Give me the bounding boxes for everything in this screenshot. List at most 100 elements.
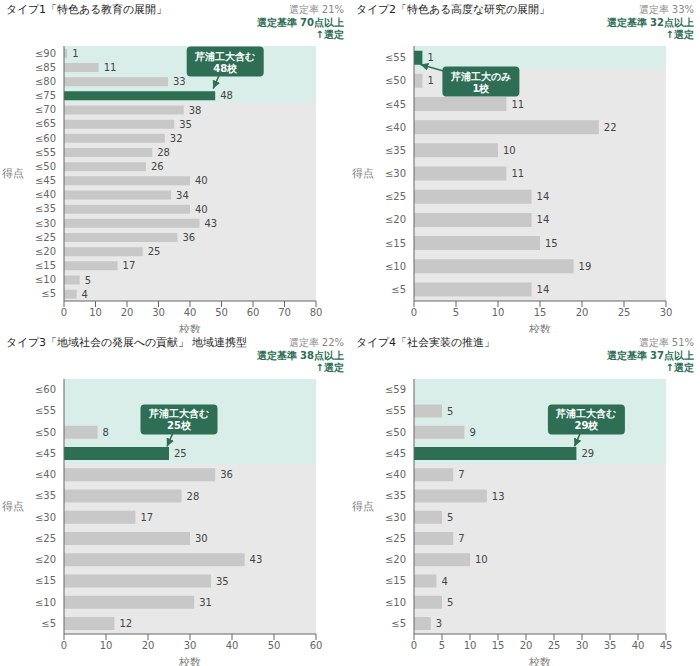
svg-text:≤35: ≤35 <box>385 490 406 501</box>
svg-text:≤50: ≤50 <box>385 427 406 438</box>
svg-text:28: 28 <box>157 147 170 158</box>
svg-text:10: 10 <box>100 640 113 651</box>
svg-text:40: 40 <box>632 640 645 651</box>
svg-text:7: 7 <box>458 533 464 544</box>
svg-text:11: 11 <box>511 168 524 179</box>
svg-text:25: 25 <box>618 307 631 318</box>
svg-text:校数: 校数 <box>528 656 551 666</box>
svg-text:≤30: ≤30 <box>35 218 56 229</box>
svg-text:14: 14 <box>537 191 550 202</box>
svg-text:≤15: ≤15 <box>35 260 56 271</box>
svg-text:40: 40 <box>226 640 239 651</box>
svg-text:1: 1 <box>72 48 78 59</box>
svg-text:19: 19 <box>579 261 592 272</box>
svg-text:≤5: ≤5 <box>391 618 406 629</box>
svg-text:4: 4 <box>441 576 447 587</box>
svg-text:20: 20 <box>142 640 155 651</box>
svg-text:30: 30 <box>576 640 589 651</box>
svg-text:≤80: ≤80 <box>35 76 56 87</box>
svg-text:20: 20 <box>576 307 589 318</box>
svg-text:25: 25 <box>174 448 187 459</box>
svg-text:≤55: ≤55 <box>385 405 406 416</box>
svg-text:得点: 得点 <box>8 167 24 180</box>
svg-text:≤55: ≤55 <box>385 52 406 63</box>
svg-text:80: 80 <box>310 307 323 318</box>
svg-text:校数: 校数 <box>528 323 551 333</box>
svg-text:26: 26 <box>151 161 164 172</box>
svg-text:34: 34 <box>176 190 189 201</box>
svg-text:13: 13 <box>492 491 505 502</box>
svg-text:≤35: ≤35 <box>35 490 56 501</box>
svg-text:30: 30 <box>152 307 165 318</box>
svg-text:48: 48 <box>220 90 233 101</box>
svg-text:0: 0 <box>61 640 67 651</box>
svg-text:≤20: ≤20 <box>35 554 56 565</box>
svg-text:15: 15 <box>534 307 547 318</box>
svg-text:≤25: ≤25 <box>385 191 406 202</box>
svg-text:5: 5 <box>447 597 453 608</box>
svg-text:30: 30 <box>195 533 208 544</box>
svg-text:≤5: ≤5 <box>391 284 406 295</box>
svg-text:50: 50 <box>268 640 281 651</box>
svg-text:得点: 得点 <box>352 167 374 180</box>
svg-text:43: 43 <box>250 554 263 565</box>
svg-text:≤30: ≤30 <box>35 512 56 523</box>
svg-text:≤45: ≤45 <box>35 175 56 186</box>
svg-text:≤40: ≤40 <box>35 469 56 480</box>
svg-text:35: 35 <box>216 576 229 587</box>
svg-text:40: 40 <box>195 175 208 186</box>
svg-text:校数: 校数 <box>178 656 201 666</box>
svg-text:10: 10 <box>475 554 488 565</box>
svg-text:≤50: ≤50 <box>35 427 56 438</box>
svg-text:≤60: ≤60 <box>35 133 56 144</box>
svg-text:1: 1 <box>427 52 433 63</box>
svg-text:15: 15 <box>545 238 558 249</box>
svg-text:≤10: ≤10 <box>385 597 406 608</box>
svg-text:≤55: ≤55 <box>35 405 56 416</box>
svg-text:17: 17 <box>123 260 136 271</box>
svg-text:60: 60 <box>310 640 323 651</box>
svg-text:15: 15 <box>492 640 505 651</box>
svg-text:得点: 得点 <box>352 500 374 513</box>
svg-text:≤10: ≤10 <box>385 261 406 272</box>
svg-text:45: 45 <box>660 640 673 651</box>
svg-text:5: 5 <box>85 275 91 286</box>
svg-text:≤40: ≤40 <box>385 122 406 133</box>
svg-text:≤20: ≤20 <box>35 246 56 257</box>
svg-text:≤35: ≤35 <box>35 203 56 214</box>
svg-text:≤15: ≤15 <box>35 575 56 586</box>
svg-text:25: 25 <box>548 640 561 651</box>
svg-text:≤50: ≤50 <box>385 75 406 86</box>
svg-text:5: 5 <box>447 512 453 523</box>
svg-text:≤45: ≤45 <box>385 448 406 459</box>
svg-text:43: 43 <box>204 218 217 229</box>
svg-text:≤60: ≤60 <box>35 384 56 395</box>
svg-text:校数: 校数 <box>178 323 201 333</box>
svg-text:≤25: ≤25 <box>385 533 406 544</box>
svg-text:10: 10 <box>492 307 505 318</box>
svg-text:40: 40 <box>195 204 208 215</box>
svg-text:≤50: ≤50 <box>35 161 56 172</box>
svg-text:≤5: ≤5 <box>41 288 56 299</box>
svg-text:70: 70 <box>278 307 291 318</box>
svg-text:≤75: ≤75 <box>35 90 56 101</box>
svg-text:20: 20 <box>520 640 533 651</box>
svg-text:7: 7 <box>458 469 464 480</box>
svg-text:≤20: ≤20 <box>385 554 406 565</box>
svg-text:36: 36 <box>182 232 195 243</box>
svg-text:12: 12 <box>119 618 132 629</box>
svg-text:10: 10 <box>464 640 477 651</box>
svg-text:60: 60 <box>247 307 260 318</box>
svg-text:≤45: ≤45 <box>35 448 56 459</box>
svg-text:≤25: ≤25 <box>35 533 56 544</box>
svg-text:芹浦工大含む25校: 芹浦工大含む25校 <box>148 408 209 431</box>
svg-text:36: 36 <box>220 469 233 480</box>
svg-text:5: 5 <box>439 640 445 651</box>
svg-text:≤40: ≤40 <box>385 469 406 480</box>
svg-text:≤10: ≤10 <box>35 597 56 608</box>
svg-text:≤45: ≤45 <box>385 99 406 110</box>
svg-text:≤65: ≤65 <box>35 118 56 129</box>
svg-text:≤59: ≤59 <box>385 384 406 395</box>
svg-text:芹浦工大含む29校: 芹浦工大含む29校 <box>555 408 616 431</box>
svg-text:9: 9 <box>469 427 475 438</box>
